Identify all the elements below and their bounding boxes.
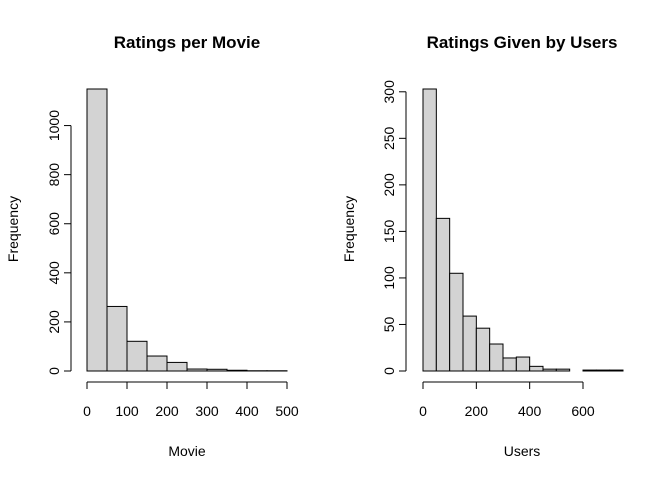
histogram-bar (582, 369, 597, 372)
y-tick-label: 600 (46, 212, 62, 236)
y-tick-label: 150 (381, 220, 397, 244)
x-tick-label: 200 (155, 403, 179, 419)
histogram-bar (609, 369, 624, 372)
bar-group (422, 88, 624, 372)
histogram-bar (555, 368, 571, 372)
y-axis: 0 200 400 600 800 1000 (46, 110, 72, 375)
y-tick-label: 0 (381, 367, 397, 375)
y-tick-label: 800 (46, 163, 62, 187)
x-axis: 0 100 200 300 400 500 (83, 381, 299, 419)
x-tick-label: 0 (419, 403, 427, 419)
histogram-bar (206, 368, 228, 372)
panel-ratings-given-by-users: Ratings Given by Users 0 50 100 150 200 250 30… (341, 33, 624, 459)
histogram-bar (502, 357, 517, 372)
histogram-bar (146, 355, 168, 372)
histogram-bar (489, 343, 504, 372)
panel-ratings-per-movie: Ratings per Movie 0 200 400 600 800 1000 0 100… (5, 33, 299, 459)
histogram-bar (126, 340, 148, 372)
histogram-bar (595, 369, 611, 372)
x-tick-label: 400 (235, 403, 259, 419)
histogram-bar (86, 88, 108, 372)
bar-group (86, 88, 288, 372)
histogram-bar (529, 365, 544, 372)
x-tick-label: 500 (275, 403, 299, 419)
x-tick-label: 300 (195, 403, 219, 419)
histogram-bar (186, 368, 208, 372)
x-tick-label: 600 (571, 403, 595, 419)
x-tick-label: 100 (115, 403, 139, 419)
x-axis-label: Users (504, 443, 541, 459)
y-tick-label: 400 (46, 261, 62, 285)
x-axis-label: Movie (168, 443, 206, 459)
x-tick-label: 0 (83, 403, 91, 419)
y-tick-label: 50 (381, 316, 397, 332)
histogram-bar (166, 361, 188, 372)
histogram-bar (542, 368, 557, 372)
x-axis: 0 200 400 600 (419, 381, 595, 419)
histogram-bar (106, 305, 128, 372)
y-tick-label: 200 (46, 310, 62, 334)
x-tick-label: 200 (465, 403, 489, 419)
y-tick-label: 100 (381, 266, 397, 290)
histogram-bar (435, 217, 451, 372)
y-axis-label: Frequency (5, 196, 21, 262)
chart-title: Ratings Given by Users (427, 33, 618, 52)
y-axis: 0 50 100 150 200 250 300 (381, 80, 407, 375)
histogram-bar (462, 315, 477, 372)
histogram-bar (475, 327, 491, 372)
y-tick-label: 200 (381, 173, 397, 197)
histogram-bar (515, 356, 531, 372)
histogram-bar (449, 272, 464, 372)
histogram-bar (226, 369, 248, 372)
histogram-bar (422, 88, 437, 372)
x-tick-label: 400 (518, 403, 542, 419)
y-tick-label: 1000 (46, 110, 62, 141)
chart-title: Ratings per Movie (114, 33, 260, 52)
y-axis-label: Frequency (341, 196, 357, 262)
y-tick-label: 300 (381, 80, 397, 104)
y-tick-label: 250 (381, 126, 397, 150)
y-tick-label: 0 (46, 367, 62, 375)
